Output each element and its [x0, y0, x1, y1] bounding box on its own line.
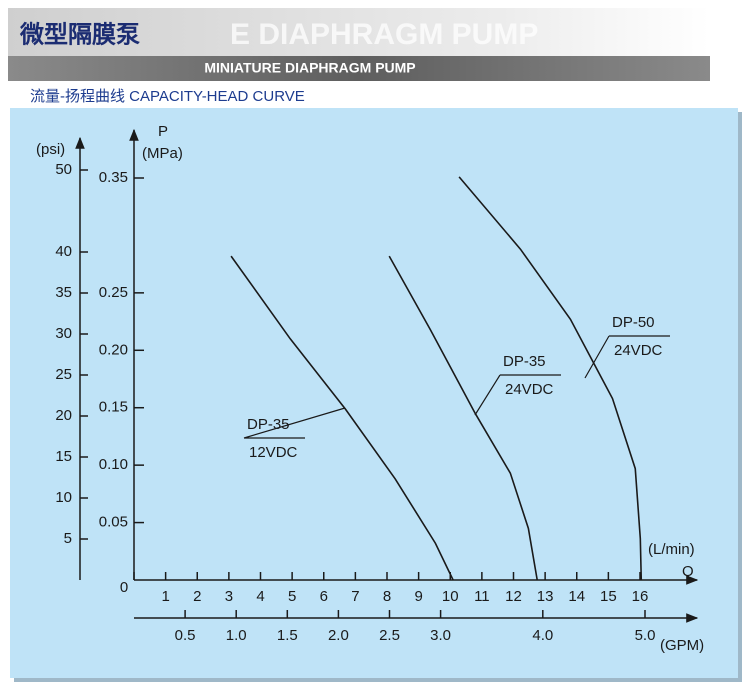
- plot: 01 2 3 4 5 6 7 8 9 10 11 12 13 14 15 160.050.100.150.20…: [36, 123, 704, 654]
- x2-tick-label: 2.0: [328, 627, 349, 644]
- x-tick-label: 4: [256, 588, 264, 605]
- x2-tick-label: 5.0: [635, 627, 656, 644]
- x2-label: (GPM): [660, 637, 704, 654]
- y-tick-label: 0.15: [99, 399, 128, 416]
- y2-tick-label: 30: [55, 325, 72, 342]
- leader: [474, 374, 561, 416]
- curve: [388, 255, 539, 581]
- x-tick-label: 14: [568, 588, 585, 605]
- x-tick-label: 11: [474, 588, 490, 605]
- x-tick-label: 7: [351, 588, 359, 605]
- x-tick-label: 9: [414, 588, 422, 605]
- x-tick-label: 2: [193, 588, 201, 605]
- series-voltage: 24VDC: [614, 342, 663, 359]
- bar-text: MINIATURE DIAPHRAGM PUMP: [204, 60, 415, 76]
- x2-tick-label: 1.0: [226, 627, 247, 644]
- series-name: DP-35: [503, 353, 546, 370]
- header-bar: [8, 56, 710, 81]
- x-tick-label: 1: [161, 588, 169, 605]
- leader: [584, 335, 670, 379]
- x-symbol: Q: [682, 563, 694, 580]
- x2-tick-label: 3.0: [430, 627, 451, 644]
- x2-tick-label: 2.5: [379, 627, 400, 644]
- y2-tick-label: 25: [55, 366, 72, 383]
- title: 微型隔膜泵: [19, 20, 140, 48]
- x-tick-label: 10: [442, 588, 459, 605]
- x-tick-label: 15: [600, 588, 617, 605]
- y2-tick-label: 5: [64, 530, 72, 547]
- x-tick-label: 13: [537, 588, 554, 605]
- header-bg: [8, 8, 710, 56]
- y-tick-label: 0.05: [99, 514, 128, 531]
- y2-tick-label: 20: [55, 407, 72, 424]
- y2-tick-label: 10: [55, 489, 72, 506]
- x-tick-label: 5: [288, 588, 296, 605]
- watermark: E DIAPHRAGM PUMP: [230, 18, 538, 51]
- y-tick-label: 0.20: [99, 341, 128, 358]
- y2-tick-label: 50: [55, 161, 72, 178]
- x-tick-label: 3: [225, 588, 233, 605]
- series-voltage: 24VDC: [505, 381, 554, 398]
- y-tick-label: 0.10: [99, 456, 128, 473]
- x-tick-label: 16: [632, 588, 649, 605]
- curve: [458, 176, 643, 581]
- y2-tick-label: 15: [55, 448, 72, 465]
- subtitle: 流量-扬程曲线 CAPACITY-HEAD CURVE: [30, 88, 305, 105]
- y-symbol: P: [158, 123, 168, 140]
- panel: [10, 108, 738, 678]
- y2-tick-label: 40: [55, 243, 72, 260]
- x2-tick-label: 0.5: [175, 627, 196, 644]
- series-name: DP-35: [247, 416, 290, 433]
- y-label: (MPa): [142, 145, 183, 162]
- x-label: (L/min): [648, 541, 695, 558]
- y-tick-label: 0.35: [99, 169, 128, 186]
- curve: [230, 255, 454, 581]
- series-voltage: 12VDC: [249, 444, 298, 461]
- y-tick-label: 0.25: [99, 284, 128, 301]
- y2-tick-label: 35: [55, 284, 72, 301]
- x-tick-label: 0: [120, 579, 128, 596]
- x-tick-label: 12: [505, 588, 522, 605]
- series-name: DP-50: [612, 314, 655, 331]
- x2-tick-label: 4.0: [532, 627, 553, 644]
- leader: [243, 407, 346, 439]
- x-tick-label: 8: [383, 588, 391, 605]
- x2-tick-label: 1.5: [277, 627, 298, 644]
- y2-label: (psi): [36, 141, 65, 158]
- x-tick-label: 6: [320, 588, 328, 605]
